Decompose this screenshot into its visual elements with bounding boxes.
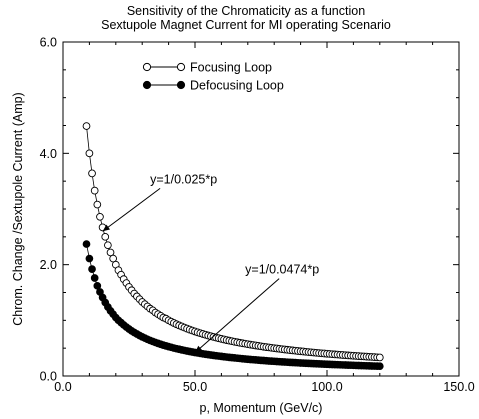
series-line-1 xyxy=(86,243,380,367)
y-tick-label: 6.0 xyxy=(40,36,57,50)
data-point xyxy=(90,186,99,195)
chart-subtitle: Sextupole Magnet Current for MI operatin… xyxy=(101,18,391,32)
data-point xyxy=(85,149,94,158)
y-tick-label: 2.0 xyxy=(40,258,57,272)
data-point xyxy=(90,274,99,282)
y-tick-label: 4.0 xyxy=(40,147,57,161)
legend-marker xyxy=(176,62,186,72)
data-point xyxy=(96,212,104,221)
annotation-arrow xyxy=(102,187,161,232)
annotation-arrowhead xyxy=(102,224,111,232)
series-layer xyxy=(82,122,384,371)
annotation-label: y=1/0.0474*p xyxy=(245,263,319,277)
x-tick-label: 150.0 xyxy=(443,380,474,394)
legend: Focusing Loop Defocusing Loop xyxy=(142,61,284,93)
annotation-label: y=1/0.025*p xyxy=(150,172,217,186)
data-point xyxy=(85,254,94,263)
y-axis-label: Chrom. Change /Sextupole Current (Amp) xyxy=(11,92,25,325)
x-tick-label: 100.0 xyxy=(311,380,342,394)
data-point xyxy=(88,169,96,178)
legend-marker xyxy=(176,80,186,90)
legend-label: Defocusing Loop xyxy=(190,79,284,93)
data-point xyxy=(82,122,91,130)
data-point xyxy=(104,241,112,250)
series-line-0 xyxy=(86,126,380,358)
data-point xyxy=(88,265,96,273)
annotation-layer: y=1/0.025*p y=1/0.0474*p xyxy=(102,172,319,353)
data-point xyxy=(93,200,102,209)
annotation-arrow xyxy=(194,278,280,353)
y-tick-label: 0.0 xyxy=(40,370,57,384)
x-axis-label: p, Momentum (GeV/c) xyxy=(200,401,323,415)
data-point xyxy=(101,232,110,241)
legend-marker xyxy=(142,62,152,72)
data-point xyxy=(82,240,91,248)
x-tick-label: 0.0 xyxy=(54,380,71,394)
legend-marker xyxy=(142,80,152,90)
data-point xyxy=(375,353,384,362)
chart-title: Sensitivity of the Chromaticity as a fun… xyxy=(127,4,365,18)
x-axis: 0.0 50.0 100.0 150.0 xyxy=(54,42,475,394)
x-tick-label: 50.0 xyxy=(183,380,207,394)
y-axis: 0.0 2.0 4.0 6.0 xyxy=(40,36,459,384)
annotation-arrowhead xyxy=(195,345,203,353)
legend-label: Focusing Loop xyxy=(190,61,272,75)
data-point xyxy=(375,362,384,371)
